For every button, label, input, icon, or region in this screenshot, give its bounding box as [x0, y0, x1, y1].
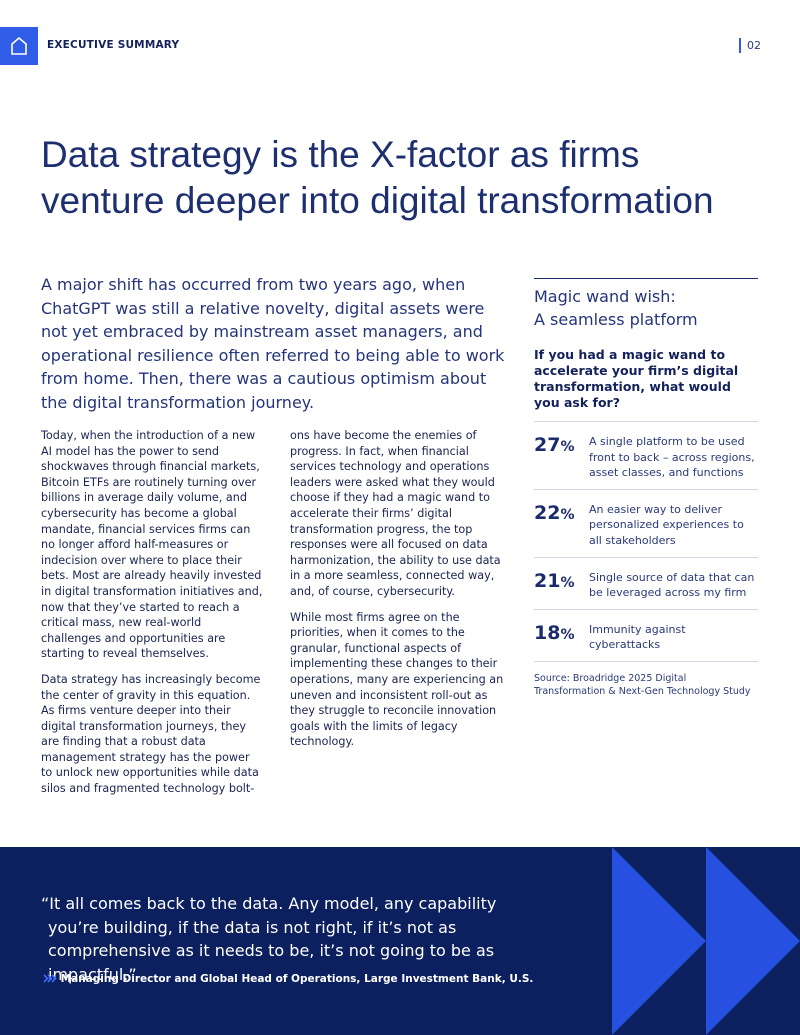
- stat-value: 18: [534, 621, 561, 644]
- question: If you had a magic wand to accelerate yo…: [534, 347, 739, 410]
- lead: A major shift has occurred from two year…: [41, 275, 505, 412]
- paragraph: Today, when the introduction of a new AI…: [41, 429, 263, 661]
- title-line: Magic wand wish:: [534, 287, 676, 306]
- stat-label: A single platform to be used front to ba…: [589, 435, 755, 480]
- stat-unit: %: [560, 506, 575, 523]
- attribution: Managing Director and Global Head of Ope…: [43, 973, 533, 985]
- sidebar-title: Magic wand wish: A seamless platform: [534, 285, 758, 331]
- stat-label: Single source of data that can be levera…: [589, 570, 755, 600]
- stat-number: 27%: [534, 434, 589, 481]
- source: Source: Broadridge 2025 Digital Transfor…: [534, 660, 758, 698]
- paragraph: While most firms agree on the priorities…: [290, 610, 504, 749]
- stat: 27% A single platform to be used front to…: [534, 421, 758, 489]
- stat-label: Immunity against cyberattacks: [589, 622, 686, 652]
- chevrons: [43, 974, 57, 983]
- stat-value: 22: [534, 501, 561, 524]
- stat-unit: %: [560, 574, 575, 591]
- sidebar: Magic wand wish: A seamless platform If y…: [534, 278, 758, 698]
- section-label: EXECUTIVE SUMMARY: [47, 39, 180, 51]
- attribution-text: Managing Director and Global Head of Ope…: [60, 973, 534, 985]
- stat-unit: %: [560, 439, 575, 455]
- title: Data strategy is the X-factor as firms v…: [41, 134, 714, 221]
- stat: 21% Single source of data that can be lev…: [534, 556, 758, 609]
- stat-label: An easier way to deliver personalized ex…: [589, 502, 744, 547]
- home-icon: [11, 36, 27, 55]
- stats: 27% A single platform to be used front to…: [534, 421, 758, 661]
- quote: “It all comes back to the data. Any mode…: [41, 894, 497, 984]
- stat-number: 22%: [534, 502, 589, 549]
- stat-number: 21%: [534, 570, 589, 601]
- body-text: Today, when the introduction of a new AI…: [41, 428, 513, 798]
- paragraph: Data strategy has increasingly become th…: [41, 429, 501, 796]
- decoration: [612, 847, 800, 1035]
- stat-number: 18%: [534, 622, 589, 653]
- stat-unit: %: [560, 626, 575, 643]
- title-line: A seamless platform: [534, 310, 698, 329]
- stat-value: 21: [534, 569, 561, 592]
- stat: 22% An easier way to deliver personalized…: [534, 488, 758, 557]
- page-number: 02: [747, 39, 761, 52]
- stat: 18% Immunity against cyberattacks: [534, 608, 758, 661]
- stat-value: 27: [534, 434, 561, 456]
- quote-band: [0, 847, 800, 1035]
- home-button[interactable]: [0, 27, 38, 65]
- page-bar: [739, 38, 741, 53]
